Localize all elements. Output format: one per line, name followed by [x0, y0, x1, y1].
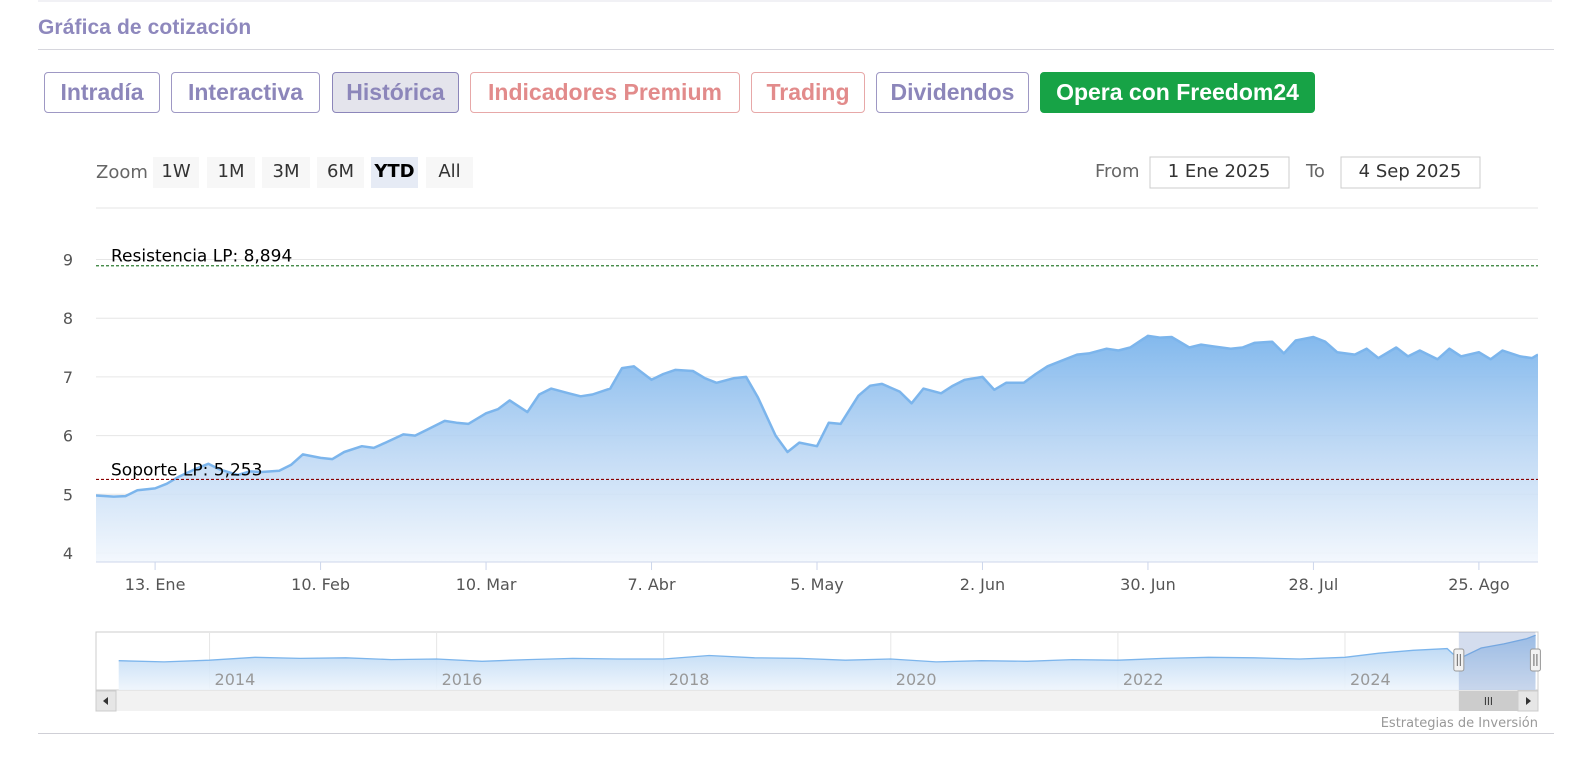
tab-interactiva[interactable]: Interactiva: [171, 72, 320, 113]
y-tick-label: 6: [63, 427, 73, 446]
navigator-year-label: 2016: [442, 670, 483, 689]
from-date-value: 1 Ene 2025: [1168, 161, 1271, 182]
tab-trading[interactable]: Trading: [751, 72, 865, 113]
x-tick-label: 10. Mar: [456, 575, 517, 594]
navigator-selection[interactable]: [1458, 632, 1536, 690]
x-tick-label: 13. Ene: [125, 575, 186, 594]
price-line: [96, 334, 1538, 498]
x-axis-labels: 13. Ene 10. Feb 10. Mar 7. Abr 5. May 2. Jun 3…: [125, 562, 1510, 594]
section-title: Gráfica de cotización: [38, 16, 252, 39]
opera-freedom24-button[interactable]: Opera con Freedom24: [1040, 72, 1315, 113]
navigator-year-label: 2022: [1123, 670, 1164, 689]
zoom-button-label-3m: 3M: [273, 161, 300, 182]
support-resistance-lines: Resistencia LP: 8,894 Soporte LP: 5,253: [96, 247, 1538, 480]
x-tick-label: 30. Jun: [1120, 575, 1176, 594]
zoom-button-1w[interactable]: [153, 157, 199, 188]
navigator-line: [118, 634, 1536, 663]
support-label: Soporte LP: 5,253: [111, 460, 262, 480]
to-date-value: 4 Sep 2025: [1359, 161, 1462, 182]
zoom-button-ytd[interactable]: [371, 157, 418, 188]
y-tick-label: 9: [63, 251, 73, 270]
zoom-button-1m[interactable]: [207, 157, 255, 188]
zoom-button-label-6m: 6M: [327, 161, 354, 182]
scroll-left-arrow-icon: [103, 697, 108, 705]
to-label: To: [1305, 161, 1325, 182]
navigator-left-handle[interactable]: [1453, 648, 1465, 672]
y-tick-label: 8: [63, 309, 73, 328]
bottom-divider: [38, 733, 1554, 734]
tab-historica[interactable]: Histórica: [332, 72, 459, 113]
y-tick-label: 4: [63, 544, 73, 563]
x-tick-label: 25. Ago: [1448, 575, 1509, 594]
scrollbar-track[interactable]: [96, 691, 1538, 711]
price-area: [96, 335, 1538, 562]
navigator-area: [118, 635, 1536, 690]
top-divider: [38, 0, 1552, 2]
navigator-year-label: 2024: [1350, 670, 1391, 689]
x-tick-label: 2. Jun: [960, 575, 1005, 594]
navigator-right-handle[interactable]: [1529, 648, 1541, 672]
x-tick-label: 28. Jul: [1289, 575, 1339, 594]
from-label: From: [1095, 161, 1140, 182]
navigator-year-label: 2018: [669, 670, 710, 689]
chart-credits[interactable]: Estrategias de Inversión: [1381, 716, 1538, 731]
x-tick-label: 5. May: [790, 575, 843, 594]
zoom-button-3m[interactable]: [262, 157, 310, 188]
zoom-button-label-1m: 1M: [218, 161, 245, 182]
zoom-button-label-1w: 1W: [161, 161, 190, 182]
zoom-label: Zoom: [96, 162, 148, 183]
zoom-buttons: 1W 1M 3M 6M YTD All: [153, 157, 473, 188]
to-date-input[interactable]: [1340, 156, 1481, 189]
tab-indicadores-premium[interactable]: Indicadores Premium: [470, 72, 740, 113]
y-tick-label: 7: [63, 368, 73, 387]
from-date-input[interactable]: [1149, 156, 1290, 189]
y-axis-labels: 4 5 6 7 8 9: [63, 251, 73, 564]
y-tick-label: 5: [63, 485, 73, 504]
navigator-year-label: 2020: [896, 670, 937, 689]
zoom-button-6m[interactable]: [317, 157, 364, 188]
tab-intradia[interactable]: Intradía: [44, 72, 160, 113]
navigator-year-label: 2014: [215, 670, 256, 689]
zoom-button-label-all: All: [438, 161, 460, 182]
tab-dividendos[interactable]: Dividendos: [876, 72, 1029, 113]
navigator[interactable]: 2014 2016 2018 2020 2022 2024: [95, 631, 1541, 712]
x-tick-label: 7. Abr: [628, 575, 676, 594]
scroll-right-arrow-icon: [1526, 697, 1531, 705]
zoom-button-label-ytd: YTD: [373, 161, 414, 182]
stock-chart: Zoom 1W 1M 3M 6M YTD All From 1 Ene 2025 To 4…: [0, 130, 1590, 750]
x-tick-label: 10. Feb: [291, 575, 350, 594]
title-divider: [38, 49, 1554, 50]
zoom-button-all[interactable]: [426, 157, 473, 188]
resistance-label: Resistencia LP: 8,894: [111, 247, 292, 267]
